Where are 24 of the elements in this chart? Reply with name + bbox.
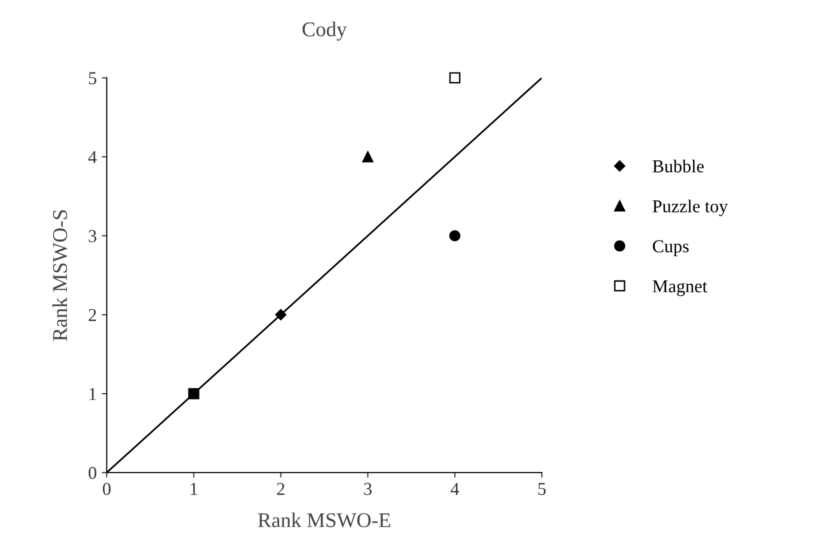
point	[188, 388, 200, 400]
point	[275, 309, 286, 320]
point	[449, 230, 460, 242]
legend-label: Magnet	[652, 280, 708, 296]
y-tick-label: 4	[88, 151, 97, 164]
legend-label: Puzzle toy	[652, 200, 728, 216]
y-tick-label: 3	[88, 230, 96, 242]
x-tick-label: 2	[277, 482, 284, 495]
legend-label: Cups	[652, 240, 689, 256]
x-tick-label: 3	[364, 482, 372, 496]
y-axis-title: Rank MSWO-S	[52, 210, 68, 341]
y-tick-label: 5	[89, 72, 96, 84]
x-axis-title: Rank MSWO-E	[258, 512, 390, 528]
x-tick-label: 1	[190, 482, 198, 495]
y-tick-label: 1	[90, 388, 96, 400]
point	[362, 151, 374, 162]
y-tick-label: 0	[88, 466, 96, 480]
x-tick-label: 0	[102, 482, 111, 496]
y-tick-label: 2	[88, 309, 96, 321]
x-tick-label: 5	[538, 483, 546, 496]
legend-label: Bubble	[652, 160, 704, 172]
chart-title: Cody	[302, 22, 347, 41]
x-tick-label: 4	[450, 482, 460, 495]
point	[449, 72, 460, 84]
